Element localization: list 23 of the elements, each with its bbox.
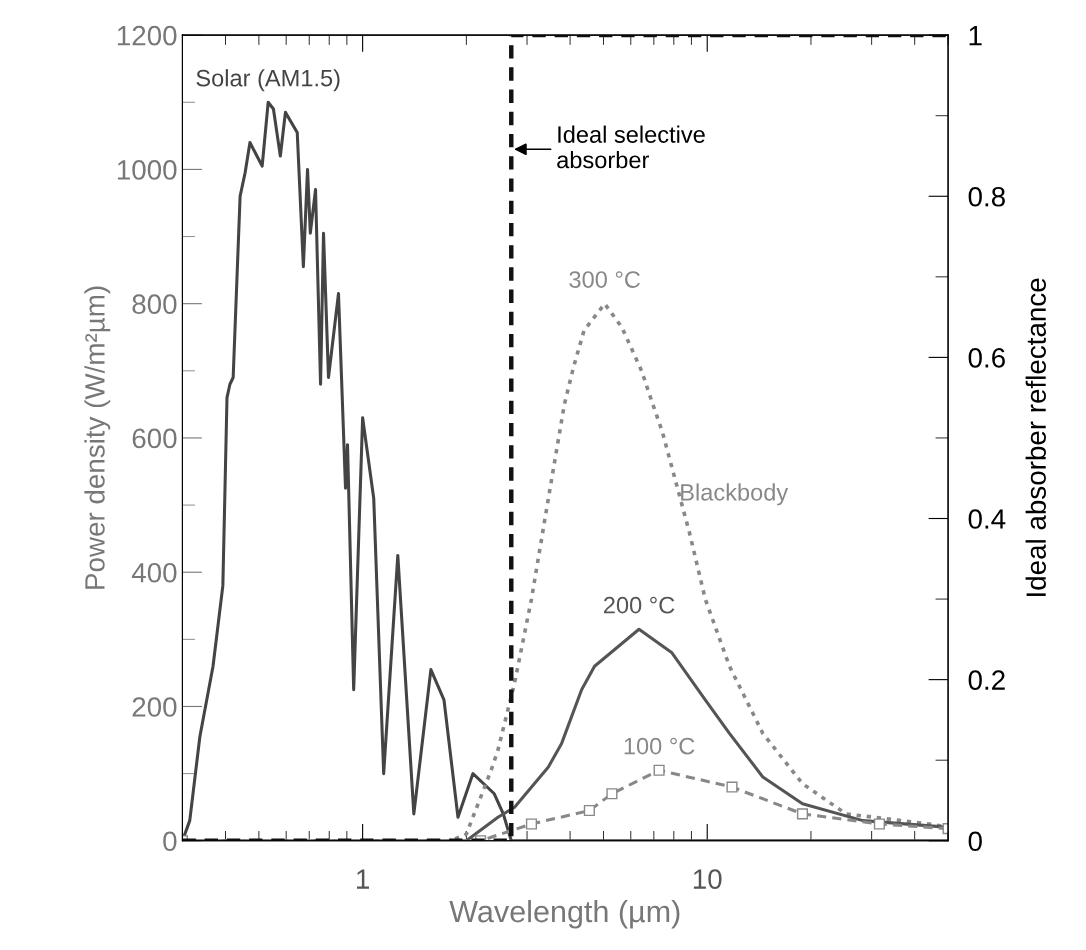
y2-tick-label: 0.4	[968, 509, 1006, 529]
y2-tick-label: 0.2	[968, 670, 1005, 690]
y-tick-label: 0	[163, 831, 177, 852]
y2-tick-label: 0.6	[968, 348, 1005, 368]
x-tick-label: 10	[693, 869, 722, 889]
series-label: 300 °C	[569, 271, 641, 288]
y-tick-label: 1200	[117, 25, 177, 46]
y-tick-label: 200	[132, 697, 177, 717]
x-axis-title: Wavelength (µm)	[449, 899, 680, 929]
y2-tick-label: 0	[968, 831, 982, 852]
y-tick-label: 600	[132, 428, 177, 449]
series-label: 200 °C	[603, 596, 675, 614]
y-tick-label: 1000	[117, 160, 177, 180]
series-label: Solar (AM1.5)	[196, 69, 340, 92]
y-axis-title: Power density (W/m²µm)	[84, 286, 111, 589]
y-tick-label: 800	[132, 294, 177, 315]
y2-tick-label: 1	[969, 26, 982, 46]
y-tick-label: 400	[131, 562, 177, 583]
series-label: 100 °C	[624, 737, 695, 755]
annotation: Blackbody	[681, 483, 789, 506]
y2-axis-title: Ideal absorber reflectance	[1025, 278, 1046, 596]
annotation: Ideal selective absorber	[557, 125, 705, 169]
y2-tick-label: 0.8	[968, 186, 1005, 207]
